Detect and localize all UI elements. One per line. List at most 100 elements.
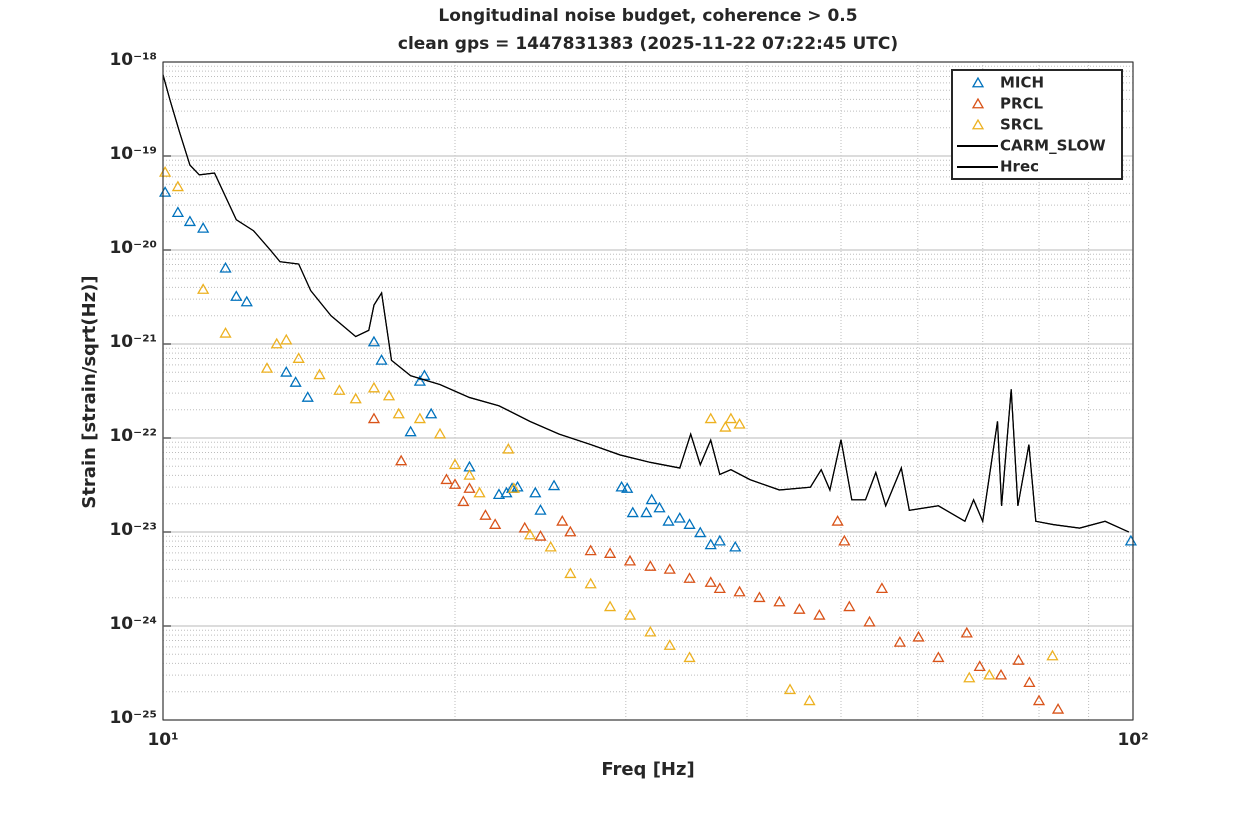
data-point	[683, 518, 696, 529]
data-point	[395, 454, 408, 466]
data-point	[440, 473, 453, 485]
legend-label: MICH	[1000, 74, 1044, 92]
data-point	[653, 501, 666, 513]
data-point	[813, 608, 826, 620]
chart-title: Longitudinal noise budget, coherence > 0…	[438, 6, 857, 26]
data-point	[219, 261, 232, 273]
data-point	[280, 333, 293, 345]
data-point	[584, 577, 597, 589]
data-point	[375, 354, 388, 365]
data-point	[960, 626, 973, 638]
data-point	[230, 290, 243, 301]
data-point	[529, 486, 542, 498]
data-point	[367, 412, 381, 424]
y-tick-label: 10⁻²³	[109, 520, 157, 540]
data-point	[683, 572, 696, 583]
data-point	[843, 600, 856, 612]
chart-subtitle: clean gps = 1447831383 (2025-11-22 07:22…	[398, 34, 898, 54]
data-point	[197, 222, 210, 233]
legend-label: SRCL	[1000, 116, 1043, 134]
data-point	[983, 668, 996, 680]
data-point	[719, 420, 732, 432]
data-point	[413, 375, 426, 386]
data-point	[663, 563, 676, 574]
data-point	[547, 479, 561, 491]
data-point	[963, 671, 976, 683]
data-point	[413, 412, 426, 424]
data-point	[448, 478, 462, 489]
x-tick-label: 10²	[1117, 730, 1148, 750]
data-point	[367, 335, 381, 347]
data-point	[171, 180, 185, 192]
data-point	[479, 509, 492, 520]
data-point	[626, 506, 639, 518]
data-point	[518, 521, 531, 533]
data-point	[502, 442, 515, 454]
data-point	[584, 544, 597, 556]
data-point	[463, 469, 476, 480]
data-point	[994, 668, 1008, 680]
data-point	[219, 326, 232, 338]
data-point	[448, 458, 462, 470]
data-point	[197, 283, 210, 294]
data-point	[489, 518, 502, 529]
data-point	[603, 547, 617, 558]
data-point	[367, 381, 381, 393]
data-point	[640, 506, 653, 518]
y-tick-label: 10⁻²⁵	[109, 708, 157, 728]
data-point	[1023, 676, 1036, 687]
data-point	[457, 495, 470, 507]
data-point	[289, 376, 302, 387]
data-point	[404, 425, 417, 437]
data-point	[733, 585, 746, 597]
data-point	[433, 427, 447, 439]
data-point	[270, 337, 283, 349]
data-point	[492, 488, 506, 499]
data-point	[556, 514, 569, 526]
data-point	[773, 595, 786, 607]
legend-marker	[971, 76, 985, 88]
data-point	[333, 384, 346, 395]
data-point	[621, 482, 634, 493]
y-axis-label: Strain [strain/sqrt(Hz)]	[79, 275, 100, 508]
data-point	[544, 540, 557, 552]
data-point	[662, 514, 675, 526]
y-tick-label: 10⁻²⁴	[109, 614, 157, 634]
data-point	[171, 206, 185, 217]
legend-label: PRCL	[1000, 95, 1044, 113]
legend-label: CARM_SLOW	[1000, 137, 1106, 155]
data-point	[793, 603, 806, 614]
data-point	[724, 412, 738, 424]
x-tick-label: 10¹	[147, 730, 178, 750]
data-point	[280, 365, 293, 377]
data-point	[603, 600, 617, 612]
legend-marker	[971, 97, 985, 109]
legend-marker	[971, 118, 985, 130]
data-point	[663, 639, 676, 650]
data-point	[183, 215, 197, 227]
legend-label: Hrec	[1000, 158, 1039, 176]
y-tick-label: 10⁻¹⁸	[109, 50, 157, 70]
data-point	[1012, 654, 1025, 665]
data-point	[673, 511, 686, 523]
data-point	[713, 534, 726, 546]
data-point	[240, 295, 253, 307]
data-point	[349, 392, 362, 404]
data-point	[260, 362, 274, 373]
data-point	[645, 493, 658, 505]
data-point	[534, 504, 547, 515]
data-point	[1032, 694, 1046, 706]
data-point	[912, 630, 925, 642]
data-point	[564, 567, 577, 579]
data-point	[704, 538, 717, 550]
data-point	[623, 608, 637, 620]
data-point	[463, 482, 476, 493]
axes-box	[162, 61, 1134, 721]
data-point	[893, 636, 906, 647]
data-point	[507, 482, 520, 493]
data-point	[392, 407, 405, 419]
data-point	[733, 417, 746, 429]
data-point	[713, 582, 726, 593]
data-point	[875, 582, 889, 593]
data-point	[704, 576, 717, 587]
